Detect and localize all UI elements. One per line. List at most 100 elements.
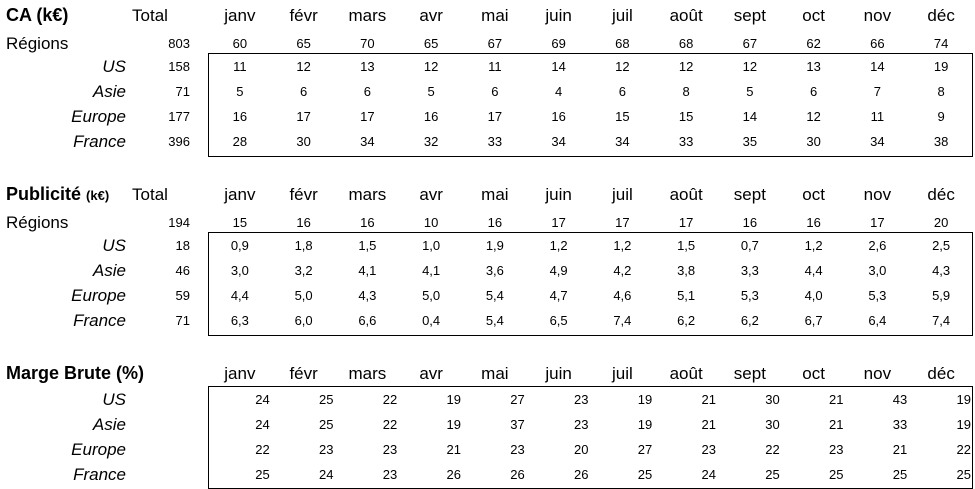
cell: 7,4 <box>613 313 632 328</box>
cell: 66 <box>870 36 885 51</box>
month-header: août <box>669 185 703 204</box>
row-total: 18 <box>175 238 190 253</box>
cell: 1,2 <box>804 238 823 253</box>
month-header: sept <box>733 364 766 383</box>
table-row: US 18 0,9 1,8 1,5 1,0 1,9 1,2 1,2 1,5 0,7 1,2 2,6 2,5 <box>0 233 975 258</box>
month-header: nov <box>863 364 892 383</box>
cell: 1,8 <box>294 238 313 253</box>
cell: 5,9 <box>932 288 951 303</box>
cell: 16 <box>806 215 821 230</box>
table-row: Europe 177 16 17 17 16 17 16 15 15 14 12 11 9 <box>0 104 975 129</box>
cell: 25 <box>319 392 334 407</box>
table-row: France 25 24 23 26 26 26 25 24 25 25 25 25 <box>0 462 975 487</box>
cell: 5 <box>427 84 435 99</box>
cell: 33 <box>487 134 503 149</box>
cell: 3,0 <box>230 263 249 278</box>
cell: 30 <box>765 392 780 407</box>
cell: 16 <box>742 215 758 230</box>
cell: 14 <box>551 59 566 74</box>
row-total: 46 <box>175 263 190 278</box>
cell: 69 <box>551 36 566 51</box>
month-header: juin <box>545 364 572 383</box>
cell: 20 <box>574 442 589 457</box>
cell: 2,5 <box>932 238 951 253</box>
cell: 8 <box>937 84 945 99</box>
cell: 33 <box>678 134 694 149</box>
cell: 14 <box>870 59 885 74</box>
cell: 38 <box>933 134 949 149</box>
cell: 19 <box>446 392 461 407</box>
cell: 32 <box>423 134 439 149</box>
cell: 60 <box>232 36 248 51</box>
cell: 30 <box>296 134 311 149</box>
cell: 6 <box>810 84 818 99</box>
month-header: avr <box>419 6 443 25</box>
month-header: janv <box>224 364 256 383</box>
region-label: Asie <box>92 415 126 434</box>
month-header: juil <box>611 364 633 383</box>
month-header: mars <box>348 6 387 25</box>
cell: 21 <box>701 392 716 407</box>
cell: 6,2 <box>677 313 696 328</box>
cell: 19 <box>956 417 971 432</box>
region-label: Europe <box>71 440 126 459</box>
cell: 67 <box>742 36 758 51</box>
month-header: avr <box>419 364 443 383</box>
cell: 65 <box>296 36 311 51</box>
month-header: déc <box>927 6 955 25</box>
cell: 5,4 <box>485 288 504 303</box>
cell: 23 <box>510 442 525 457</box>
section-title: CA (k€) <box>6 5 69 25</box>
table-row: Europe 59 4,4 5,0 4,3 5,0 5,4 4,7 4,6 5,1 5,3 4,0 5,… <box>0 283 975 308</box>
month-header: mai <box>481 364 509 383</box>
cell: 21 <box>892 442 908 457</box>
cell: 4,4 <box>230 288 249 303</box>
cell: 16 <box>296 215 311 230</box>
cell: 22 <box>765 442 780 457</box>
cell: 9 <box>937 109 945 124</box>
cell: 19 <box>446 417 461 432</box>
region-label: Asie <box>92 82 126 101</box>
regions-total: 194 <box>168 215 190 230</box>
cell: 3,0 <box>868 263 887 278</box>
header-row: Marge Brute (%) janv févr mars avr mai j… <box>0 361 975 386</box>
month-header: févr <box>289 364 318 383</box>
cell: 6 <box>491 84 499 99</box>
cell: 19 <box>637 417 653 432</box>
cell: 25 <box>892 467 908 482</box>
cell: 6,2 <box>740 313 759 328</box>
cell: 12 <box>742 59 758 74</box>
cell: 67 <box>487 36 503 51</box>
cell: 13 <box>360 59 375 74</box>
month-header: oct <box>802 364 825 383</box>
row-total: 177 <box>168 109 190 124</box>
cell: 6,7 <box>804 313 823 328</box>
cell: 17 <box>678 215 694 230</box>
cell: 6 <box>363 84 371 99</box>
cell: 19 <box>933 59 949 74</box>
data-box <box>208 232 973 336</box>
cell: 1,2 <box>613 238 632 253</box>
region-label: Europe <box>71 286 126 305</box>
cell: 4,7 <box>549 288 568 303</box>
regions-label: Régions <box>6 34 69 53</box>
cell: 4,0 <box>804 288 823 303</box>
month-header: mai <box>481 185 509 204</box>
cell: 5 <box>236 84 244 99</box>
cell: 21 <box>829 392 844 407</box>
month-header: déc <box>927 364 955 383</box>
cell: 15 <box>678 109 694 124</box>
cell: 0,4 <box>422 313 441 328</box>
cell: 4,3 <box>358 288 377 303</box>
region-label: US <box>102 390 126 409</box>
regions-row: Régions 803 60 65 70 65 67 69 68 68 67 6… <box>0 31 975 56</box>
region-label: US <box>102 236 126 255</box>
table-row: Europe 22 23 23 21 23 20 27 23 22 23 21 22 <box>0 437 975 462</box>
region-label: Europe <box>71 107 126 126</box>
cell: 11 <box>488 59 502 74</box>
row-total: 71 <box>175 313 190 328</box>
section-title: Publicité (k€) <box>6 182 109 208</box>
cell: 23 <box>574 392 589 407</box>
month-header: mars <box>348 185 387 204</box>
cell: 1,0 <box>422 238 441 253</box>
